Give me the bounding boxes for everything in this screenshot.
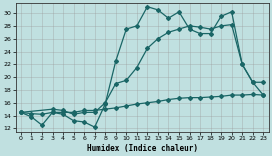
X-axis label: Humidex (Indice chaleur): Humidex (Indice chaleur)	[86, 144, 197, 153]
